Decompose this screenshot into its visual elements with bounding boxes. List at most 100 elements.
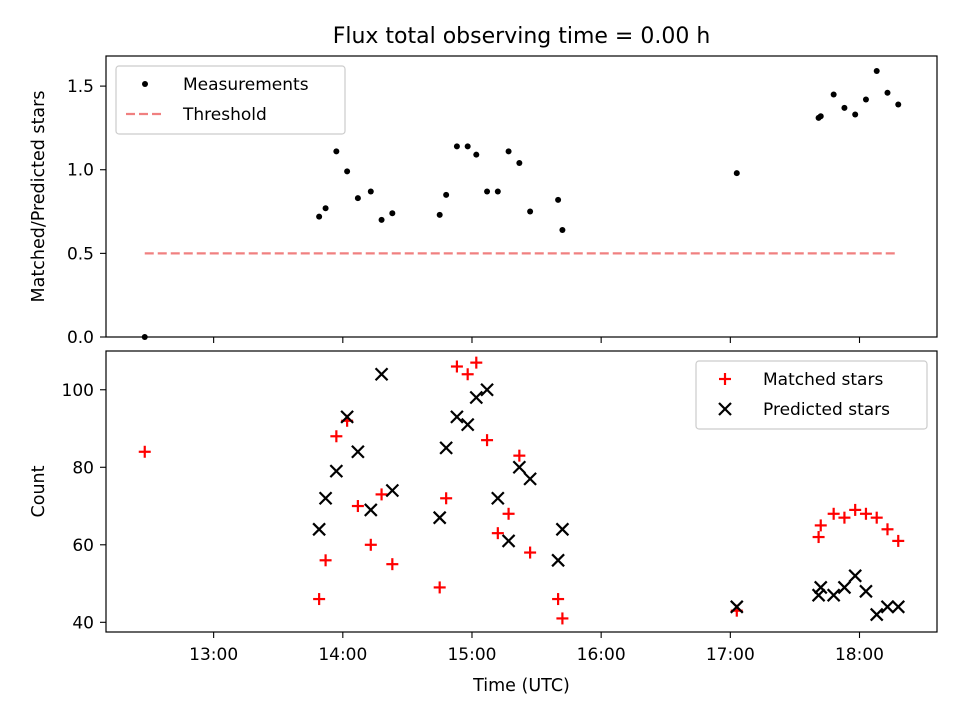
marker-stroke	[523, 472, 537, 486]
data-point	[555, 522, 570, 537]
data-point	[830, 91, 837, 98]
data-point	[378, 216, 385, 223]
data-point	[827, 507, 840, 520]
data-point	[440, 492, 453, 505]
data-point	[733, 170, 740, 177]
data-point	[316, 213, 323, 220]
data-point	[432, 510, 447, 525]
data-point	[552, 593, 565, 606]
data-point	[330, 430, 343, 443]
data-point	[895, 101, 902, 108]
marker-stroke	[351, 444, 365, 459]
marker-stroke	[469, 390, 484, 405]
data-point	[433, 581, 446, 594]
legend: Measurements Threshold	[115, 65, 346, 135]
marker-stroke	[859, 584, 873, 599]
data-point	[364, 538, 377, 551]
data-point	[859, 584, 873, 599]
data-point	[351, 500, 364, 513]
data-point	[385, 483, 400, 498]
data-point	[524, 546, 537, 559]
data-point	[439, 441, 453, 455]
plot-frame	[105, 350, 938, 633]
x-tick-label: 18:00	[835, 645, 884, 665]
marker-stroke	[813, 580, 828, 595]
data-point	[389, 210, 396, 217]
marker-stroke	[837, 580, 852, 595]
data-point	[138, 445, 151, 458]
data-point	[450, 360, 463, 373]
marker-stroke	[432, 510, 447, 525]
data-point	[849, 503, 862, 516]
data-point	[826, 588, 841, 602]
y-axis-label: Matched/Predicted stars	[29, 91, 49, 303]
series-measurements	[141, 68, 902, 340]
data-point	[811, 588, 826, 602]
legend-label: Predicted stars	[763, 400, 890, 420]
data-point	[512, 460, 527, 475]
data-point	[523, 472, 537, 486]
ratio-panel: 0.0 0.5 1.0 1.5 Matched/Predicted stars Measu…	[29, 55, 938, 348]
chart-title: Flux total observing time = 0.00 h	[333, 24, 711, 49]
y-tick-label: 1.5	[67, 77, 94, 97]
marker-stroke	[826, 588, 841, 602]
data-point	[141, 334, 148, 340]
marker-stroke	[312, 522, 326, 537]
marker-stroke	[374, 367, 389, 382]
data-point	[469, 390, 484, 405]
data-point	[375, 488, 388, 501]
legend-dot-swatch	[142, 81, 148, 87]
series-matched-stars	[138, 356, 905, 625]
y-tick-label: 60	[72, 536, 94, 556]
data-point	[313, 593, 326, 606]
data-point	[461, 368, 474, 381]
data-point	[837, 580, 852, 595]
x-tick-label: 17:00	[706, 645, 755, 665]
marker-stroke	[439, 441, 453, 455]
marker-stroke	[811, 588, 826, 602]
data-point	[859, 507, 872, 520]
data-point	[559, 226, 566, 233]
data-point	[730, 600, 744, 614]
data-point	[312, 522, 326, 537]
data-point	[556, 612, 569, 625]
y-tick-label: 0.0	[67, 328, 94, 348]
x-tick-label: 15:00	[447, 645, 496, 665]
data-point	[513, 449, 526, 462]
marker-stroke	[318, 491, 333, 506]
marker-stroke	[364, 503, 378, 517]
data-point	[841, 104, 848, 111]
x-tick-label: 13:00	[189, 645, 238, 665]
legend-label: Threshold	[182, 105, 267, 125]
data-point	[491, 491, 505, 506]
y-axis-label: Count	[29, 465, 49, 517]
data-point	[322, 205, 329, 212]
data-point	[551, 553, 565, 568]
y-tick-label: 40	[72, 613, 94, 633]
data-point	[812, 531, 825, 544]
plot-frame	[105, 55, 938, 338]
marker-stroke	[869, 607, 884, 622]
data-point	[344, 168, 351, 175]
data-point	[848, 569, 862, 583]
data-point	[453, 143, 460, 150]
data-point	[329, 464, 344, 478]
data-point	[386, 558, 399, 571]
data-point	[480, 382, 494, 397]
marker-stroke	[450, 410, 464, 424]
data-point	[460, 417, 475, 432]
data-point	[852, 111, 859, 118]
data-point	[464, 143, 471, 150]
legend-label: Measurements	[183, 75, 309, 95]
data-point	[484, 188, 491, 195]
y-tick-label: 0.5	[67, 244, 94, 264]
data-point	[870, 511, 883, 524]
data-point	[491, 527, 504, 540]
data-point	[473, 151, 480, 158]
data-point	[351, 444, 365, 459]
data-point	[443, 191, 450, 198]
marker-stroke	[385, 483, 400, 498]
data-point	[555, 196, 562, 203]
data-point	[494, 188, 501, 195]
